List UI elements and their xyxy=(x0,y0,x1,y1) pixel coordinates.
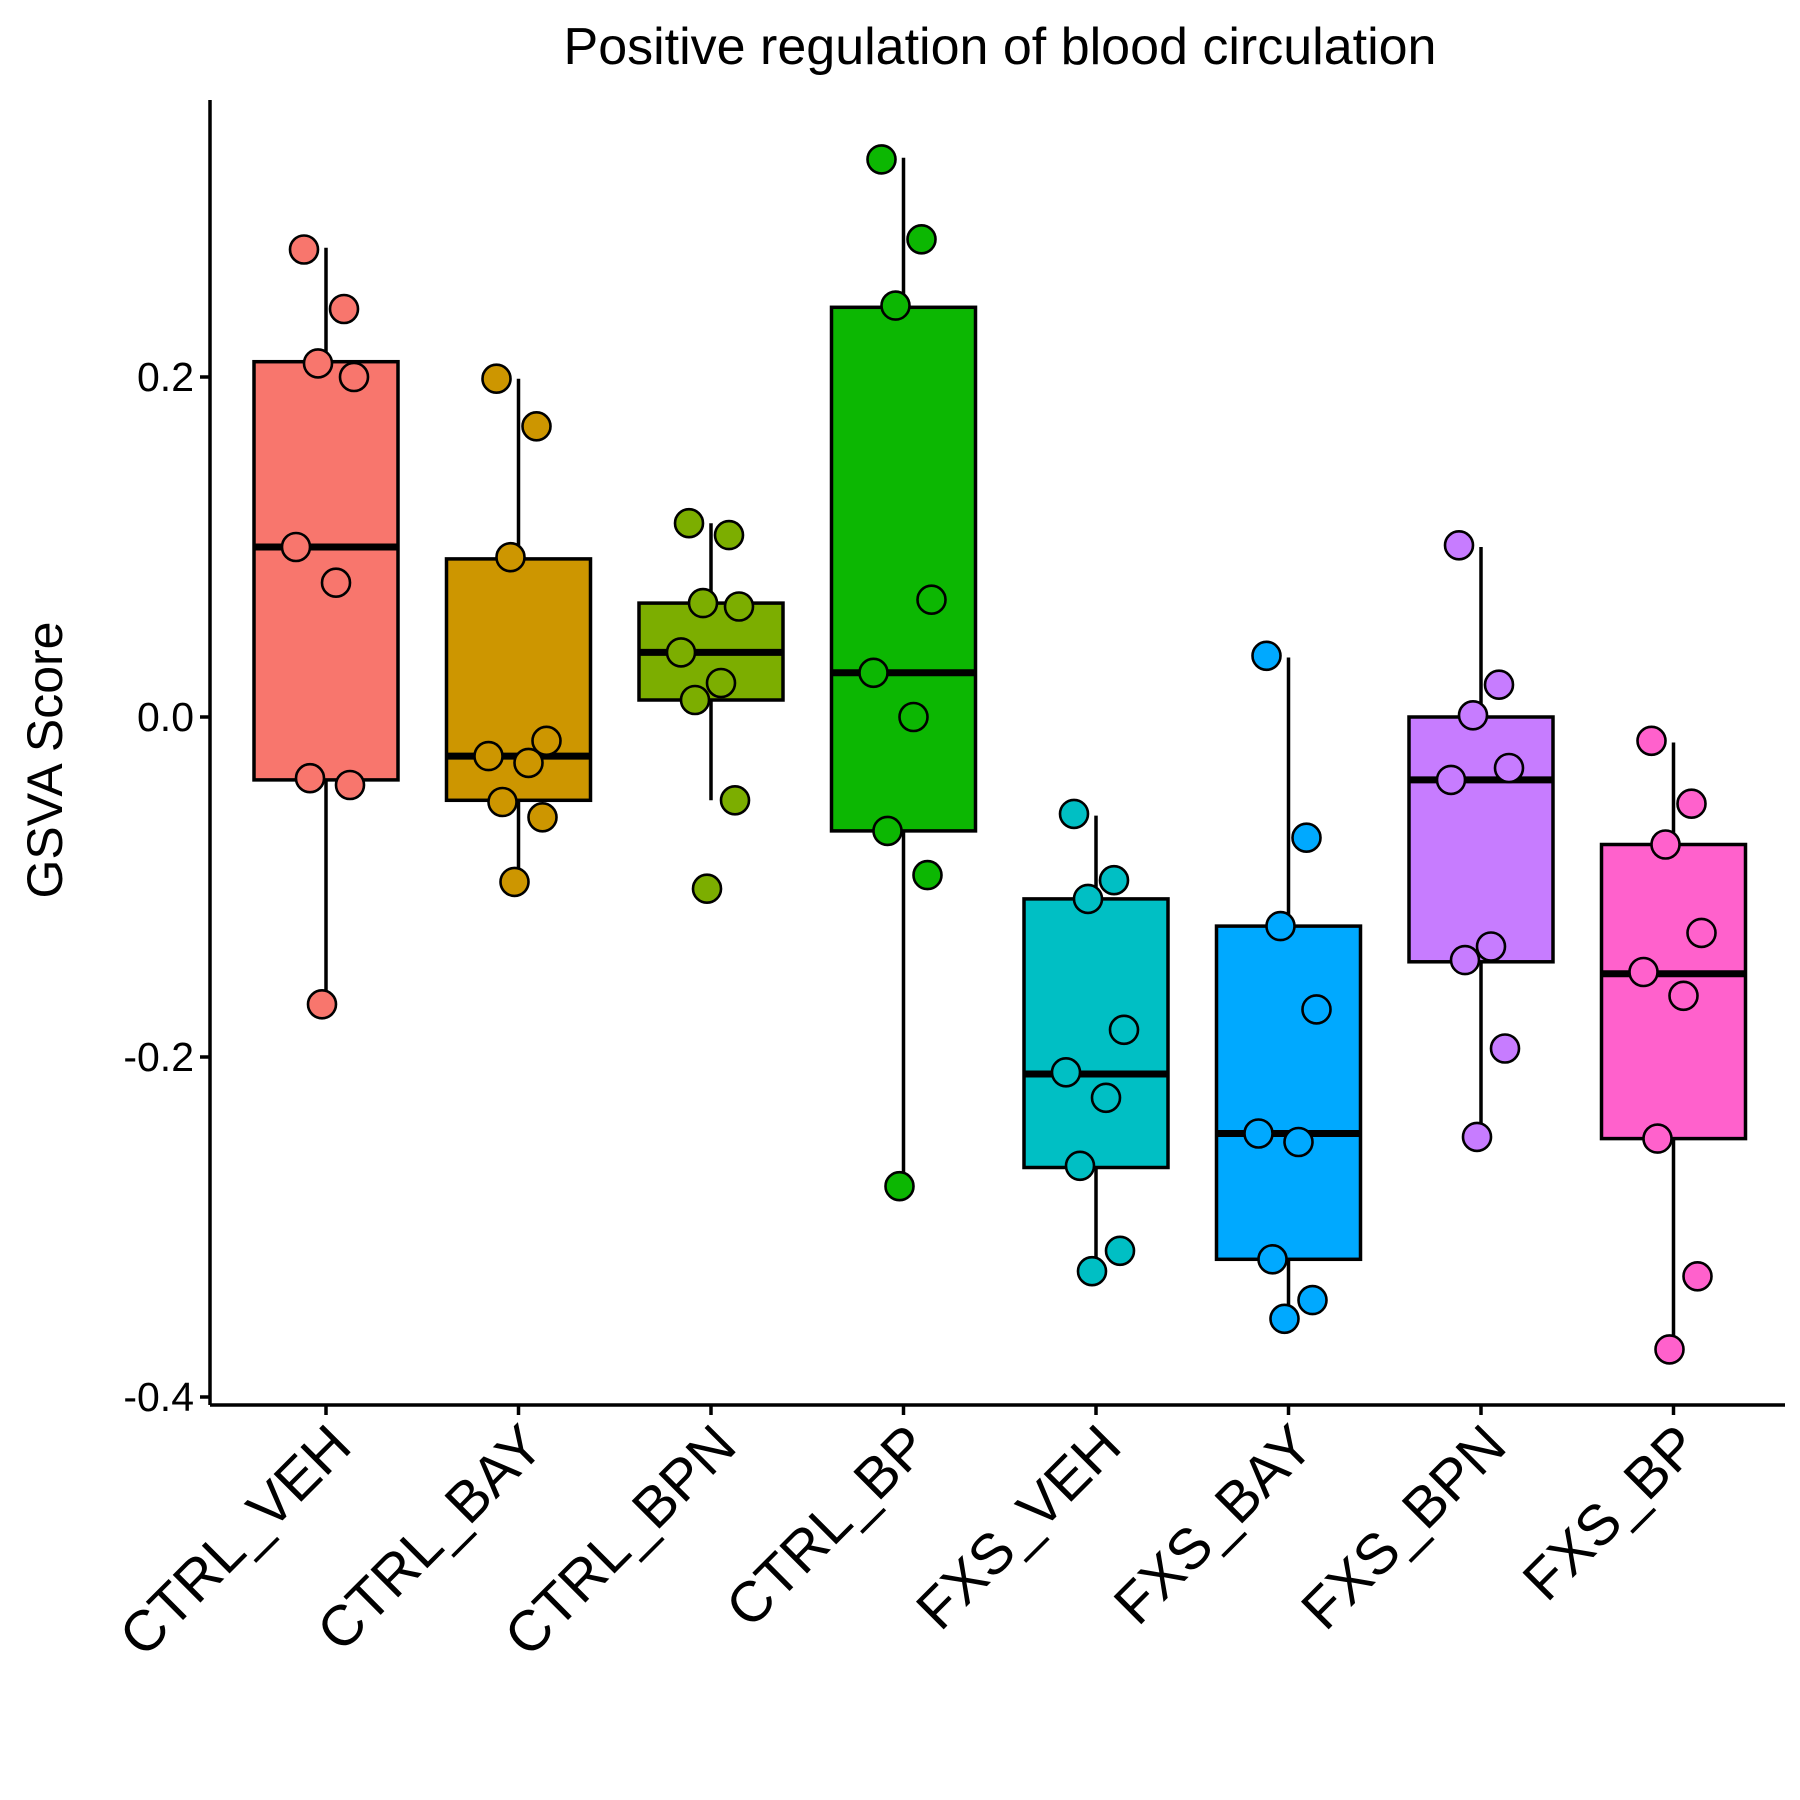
data-point xyxy=(884,1170,915,1202)
data-point xyxy=(531,725,562,757)
y-axis-label: GSVA Score xyxy=(17,622,73,899)
box xyxy=(1022,897,1170,1170)
data-point xyxy=(1257,1244,1288,1275)
data-point xyxy=(723,591,755,622)
y-tick-label: -0.4 xyxy=(123,1374,194,1420)
data-point xyxy=(1058,798,1090,830)
data-point xyxy=(481,363,512,395)
data-point xyxy=(1483,669,1515,701)
data-point xyxy=(691,873,723,905)
x-tick-label: FXS_BPN xyxy=(1289,1413,1518,1642)
data-point xyxy=(872,815,903,847)
data-point xyxy=(1457,699,1489,731)
data-point xyxy=(719,784,751,816)
data-point xyxy=(1686,917,1717,949)
data-point xyxy=(1072,883,1104,915)
data-point xyxy=(1090,1082,1122,1114)
data-point xyxy=(1475,931,1507,962)
box-group xyxy=(252,234,400,1020)
box-group xyxy=(637,507,785,905)
plot-area xyxy=(252,144,1748,1365)
data-point xyxy=(673,507,705,539)
data-point xyxy=(1108,1014,1140,1046)
x-tick-label: FXS_VEH xyxy=(904,1413,1133,1642)
data-point xyxy=(1443,529,1475,561)
box-group xyxy=(1599,725,1748,1365)
data-point xyxy=(288,234,320,265)
y-tick-label: 0.0 xyxy=(137,694,194,740)
data-point xyxy=(1050,1057,1082,1088)
data-point xyxy=(1098,864,1130,896)
data-point xyxy=(1642,1123,1673,1154)
box xyxy=(829,305,978,833)
data-point xyxy=(880,290,911,321)
data-point xyxy=(665,637,697,668)
box xyxy=(1407,715,1555,964)
data-point xyxy=(1449,944,1481,976)
data-point xyxy=(294,762,326,794)
data-point xyxy=(1654,1334,1685,1365)
data-point xyxy=(473,740,504,772)
y-tick-label: -0.2 xyxy=(123,1034,194,1080)
data-point xyxy=(1650,829,1681,860)
data-point xyxy=(328,293,360,325)
data-point xyxy=(1283,1126,1314,1158)
data-point xyxy=(495,541,526,573)
data-point xyxy=(487,786,518,818)
data-point xyxy=(1435,764,1467,796)
data-point xyxy=(687,587,719,619)
box xyxy=(252,359,400,782)
data-point xyxy=(713,519,745,551)
data-point xyxy=(1265,910,1296,942)
data-point xyxy=(1493,752,1525,784)
data-point xyxy=(705,667,737,699)
data-point xyxy=(1269,1303,1300,1335)
x-tick-label: CTRL_BP xyxy=(714,1413,941,1640)
box-group xyxy=(1407,529,1555,1153)
data-point xyxy=(320,567,352,599)
data-point xyxy=(1291,822,1322,854)
data-point xyxy=(1076,1255,1108,1287)
x-tick-label: FXS_BP xyxy=(1511,1413,1711,1613)
data-point xyxy=(302,348,334,379)
box-group xyxy=(1214,640,1363,1335)
box-group xyxy=(1022,798,1170,1287)
data-point xyxy=(898,701,929,733)
data-point xyxy=(1301,994,1332,1025)
box-group xyxy=(829,144,978,1202)
data-point xyxy=(1251,640,1282,672)
chart-title: Positive regulation of blood circulation xyxy=(564,18,1437,76)
data-point xyxy=(1682,1261,1713,1292)
y-tick-label: 0.2 xyxy=(137,354,194,400)
data-point xyxy=(866,144,897,175)
data-point xyxy=(912,859,943,891)
data-point xyxy=(906,224,937,255)
data-point xyxy=(916,584,947,616)
data-point xyxy=(338,361,370,393)
data-point xyxy=(1461,1121,1493,1153)
data-point xyxy=(1104,1235,1136,1267)
data-point xyxy=(1243,1118,1274,1149)
data-point xyxy=(521,410,552,442)
x-tick-label: FXS_BAY xyxy=(1102,1413,1326,1637)
box-group xyxy=(444,363,593,898)
data-point xyxy=(679,684,711,716)
data-point xyxy=(1676,788,1707,820)
box xyxy=(1214,924,1363,1262)
data-point xyxy=(1489,1033,1521,1064)
data-point xyxy=(513,747,544,779)
data-point xyxy=(306,988,338,1020)
data-point xyxy=(1297,1284,1328,1316)
data-point xyxy=(1064,1150,1096,1182)
data-point xyxy=(334,769,366,801)
data-point xyxy=(1628,956,1659,988)
data-point xyxy=(1668,980,1699,1012)
data-point xyxy=(527,801,558,833)
data-point xyxy=(499,866,530,898)
data-point xyxy=(1636,725,1667,757)
data-point xyxy=(280,531,312,563)
data-point xyxy=(858,657,889,689)
